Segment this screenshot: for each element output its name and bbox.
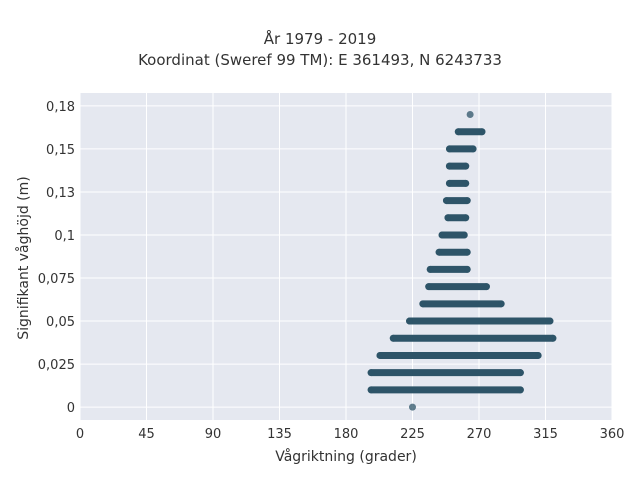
data-point bbox=[466, 111, 474, 119]
data-point bbox=[442, 197, 450, 205]
data-point bbox=[444, 214, 452, 222]
x-tick-label: 225 bbox=[400, 427, 425, 442]
data-point bbox=[546, 317, 554, 325]
x-tick-label: 360 bbox=[600, 427, 625, 442]
data-point bbox=[425, 283, 433, 291]
x-axis-ticks: 0 45 90 135 180 225 270 315 360 bbox=[76, 427, 625, 442]
data-point bbox=[376, 351, 384, 359]
data-point bbox=[516, 369, 524, 377]
data-point bbox=[462, 162, 470, 170]
data-points bbox=[367, 111, 557, 411]
grid-lines bbox=[79, 93, 613, 420]
data-point bbox=[463, 248, 471, 256]
x-tick-label: 270 bbox=[467, 427, 492, 442]
x-tick-label: 0 bbox=[76, 427, 84, 442]
data-point bbox=[462, 214, 470, 222]
x-tick-label: 90 bbox=[205, 427, 222, 442]
data-point bbox=[549, 334, 557, 342]
data-point bbox=[367, 369, 375, 377]
data-point bbox=[497, 300, 505, 308]
data-point bbox=[534, 351, 542, 359]
data-point bbox=[438, 231, 446, 239]
data-point bbox=[460, 231, 468, 239]
data-point bbox=[435, 248, 443, 256]
chart-title: År 1979 - 2019 bbox=[263, 30, 377, 48]
data-point bbox=[367, 386, 375, 394]
y-axis-label: Signifikant våghöjd (m) bbox=[15, 176, 32, 339]
y-tick-label: 0,05 bbox=[46, 315, 75, 330]
x-tick-label: 180 bbox=[334, 427, 359, 442]
data-point bbox=[463, 265, 471, 273]
data-point bbox=[482, 283, 490, 291]
data-point bbox=[389, 334, 397, 342]
y-tick-label: 0 bbox=[67, 401, 75, 416]
data-point bbox=[406, 317, 414, 325]
data-point bbox=[426, 265, 434, 273]
x-tick-label: 135 bbox=[267, 427, 292, 442]
data-point bbox=[463, 197, 471, 205]
x-tick-label: 45 bbox=[138, 427, 155, 442]
y-tick-label: 0,1 bbox=[54, 229, 75, 244]
x-tick-label: 315 bbox=[533, 427, 558, 442]
data-point bbox=[516, 386, 524, 394]
y-tick-label: 0,15 bbox=[46, 143, 75, 158]
data-point bbox=[419, 300, 427, 308]
chart-subtitle: Koordinat (Sweref 99 TM): E 361493, N 62… bbox=[138, 51, 502, 69]
y-tick-label: 0,025 bbox=[38, 358, 75, 373]
data-point bbox=[409, 403, 416, 411]
data-point bbox=[462, 179, 470, 187]
data-point bbox=[445, 145, 453, 153]
y-tick-label: 0,18 bbox=[46, 100, 75, 115]
x-axis-label: Vågriktning (grader) bbox=[275, 448, 417, 465]
data-point bbox=[445, 179, 453, 187]
y-tick-label: 0,13 bbox=[46, 186, 75, 201]
y-tick-label: 0,075 bbox=[38, 272, 75, 287]
data-point bbox=[454, 128, 462, 136]
y-axis-ticks: 0 0,025 0,05 0,075 0,1 0,13 0,15 0,18 bbox=[38, 100, 75, 416]
data-point bbox=[445, 162, 453, 170]
data-point bbox=[469, 145, 477, 153]
data-point bbox=[478, 128, 486, 136]
